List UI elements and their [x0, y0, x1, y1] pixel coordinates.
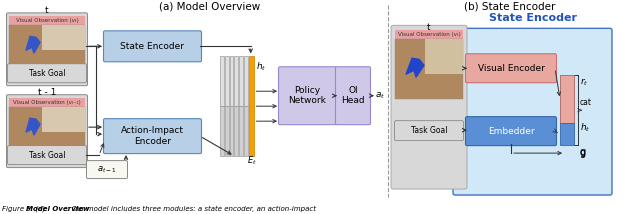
Text: State Encoder: State Encoder	[120, 42, 184, 51]
Text: Policy
Network: Policy Network	[289, 86, 326, 106]
Bar	[249, 56, 253, 156]
Text: Task Goal: Task Goal	[411, 126, 447, 135]
Text: $r_t$: $r_t$	[580, 76, 588, 88]
Bar	[225, 106, 228, 156]
FancyBboxPatch shape	[465, 54, 557, 83]
Text: (a) Model Overview: (a) Model Overview	[159, 1, 260, 11]
Text: Action-Impact
Encoder: Action-Impact Encoder	[121, 126, 184, 146]
FancyBboxPatch shape	[8, 146, 86, 165]
Text: Embedder: Embedder	[488, 127, 534, 136]
Text: g: g	[580, 148, 586, 158]
Text: $a_{t-1}$: $a_{t-1}$	[97, 164, 117, 175]
Text: t - 1: t - 1	[38, 88, 56, 97]
Bar	[244, 56, 248, 106]
Text: $a_t$: $a_t$	[375, 91, 385, 101]
Text: t: t	[45, 6, 49, 15]
Bar	[230, 56, 234, 106]
FancyBboxPatch shape	[465, 117, 557, 146]
Bar	[220, 106, 224, 156]
FancyBboxPatch shape	[335, 67, 371, 125]
Text: State Encoder: State Encoder	[489, 13, 577, 23]
Bar	[42, 25, 85, 50]
Polygon shape	[26, 36, 40, 53]
Bar	[395, 30, 463, 39]
Text: Figure 3: (a): Figure 3: (a)	[2, 206, 47, 212]
FancyBboxPatch shape	[104, 31, 202, 62]
Bar	[234, 106, 238, 156]
Bar	[244, 106, 248, 156]
Bar	[42, 107, 85, 132]
Text: Visual Encoder: Visual Encoder	[477, 64, 545, 73]
Text: $E_t$: $E_t$	[247, 155, 257, 167]
FancyBboxPatch shape	[104, 119, 202, 154]
Polygon shape	[26, 118, 40, 135]
FancyBboxPatch shape	[8, 64, 86, 83]
Text: g: g	[580, 147, 586, 157]
Bar	[225, 56, 228, 106]
Bar	[560, 123, 574, 145]
Bar	[560, 75, 574, 123]
Text: Task Goal: Task Goal	[29, 151, 65, 160]
Bar	[230, 106, 234, 156]
FancyBboxPatch shape	[278, 67, 337, 125]
Bar	[425, 39, 463, 74]
Text: cat: cat	[580, 98, 592, 107]
Text: Task Goal: Task Goal	[29, 69, 65, 78]
Text: : Our model includes three modules: a state encoder, an action-impact: : Our model includes three modules: a st…	[67, 206, 316, 212]
Text: Visual Observation (vₜ₋₁): Visual Observation (vₜ₋₁)	[13, 100, 81, 105]
Bar	[9, 25, 85, 65]
Text: OI
Head: OI Head	[341, 86, 365, 106]
Text: Visual Observation (vₜ): Visual Observation (vₜ)	[397, 32, 460, 37]
Bar	[9, 16, 85, 25]
Bar	[220, 56, 224, 106]
FancyBboxPatch shape	[86, 160, 127, 178]
Text: $h_t$: $h_t$	[255, 60, 266, 73]
Text: t: t	[427, 23, 431, 32]
Bar	[9, 107, 85, 147]
FancyBboxPatch shape	[6, 95, 88, 168]
FancyBboxPatch shape	[394, 121, 463, 141]
Text: (b) State Encoder: (b) State Encoder	[464, 1, 556, 11]
Bar	[395, 39, 463, 99]
FancyBboxPatch shape	[453, 28, 612, 195]
Bar	[9, 98, 85, 107]
FancyBboxPatch shape	[391, 25, 467, 189]
Text: $h_t$: $h_t$	[580, 122, 591, 134]
Bar	[239, 56, 243, 106]
FancyBboxPatch shape	[6, 13, 88, 86]
Bar	[234, 56, 238, 106]
Polygon shape	[406, 58, 424, 77]
Bar	[239, 106, 243, 156]
Text: Visual Observation (vₜ): Visual Observation (vₜ)	[15, 18, 78, 23]
Text: Model Overview: Model Overview	[26, 206, 90, 212]
